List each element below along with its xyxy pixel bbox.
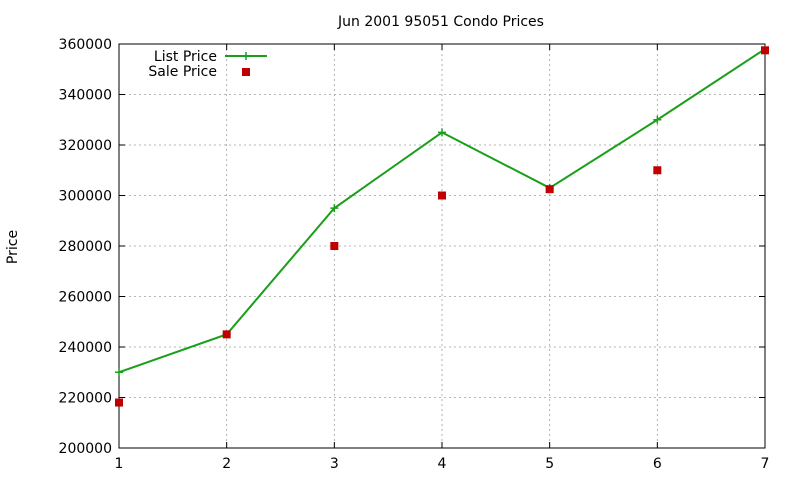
y-tick-label: 280000 (59, 239, 112, 255)
legend-plus-marker (242, 52, 250, 60)
list-price-point (115, 368, 123, 377)
sale-price-point (545, 185, 554, 194)
sale-price-point (438, 191, 446, 200)
legend-label-sale-price: Sale Price (148, 64, 217, 80)
x-tick-label: 1 (115, 456, 124, 472)
list-price-point (653, 115, 662, 124)
y-tick-label: 320000 (59, 138, 112, 154)
y-tick-label: 260000 (59, 290, 112, 306)
legend-square-marker (242, 68, 250, 76)
y-axis-label: Price (5, 230, 21, 264)
y-tick-label: 360000 (59, 37, 112, 53)
y-tick-label: 240000 (59, 340, 112, 356)
y-tick-label: 220000 (59, 391, 112, 407)
grid-layer (119, 44, 765, 448)
x-tick-label: 5 (545, 456, 554, 472)
sale-price-point (222, 330, 231, 339)
plot-frame (118, 43, 766, 449)
x-tick-label: 4 (438, 456, 447, 472)
x-tick-label: 2 (222, 456, 231, 472)
x-tick-label: 6 (653, 456, 662, 472)
sale-price-point (330, 242, 339, 250)
y-tick-label: 340000 (59, 88, 112, 104)
y-tick-label: 300000 (59, 189, 112, 205)
list-price-point (330, 204, 339, 213)
x-tick-label: 3 (330, 456, 339, 472)
sale-price-point (653, 166, 662, 175)
x-tick-label: 7 (761, 456, 770, 472)
y-tick-label: 200000 (59, 441, 112, 457)
sale-price-point (115, 398, 123, 407)
legend-label-list-price: List Price (154, 49, 217, 65)
list-price-point (438, 128, 446, 137)
sale-price-point (761, 46, 769, 55)
tick-layer: 200000 220000 240000 260000 280000 300000 3200… (59, 37, 770, 472)
chart-title: Jun 2001 95051 Condo Prices (337, 14, 544, 30)
series-layer (115, 45, 769, 407)
